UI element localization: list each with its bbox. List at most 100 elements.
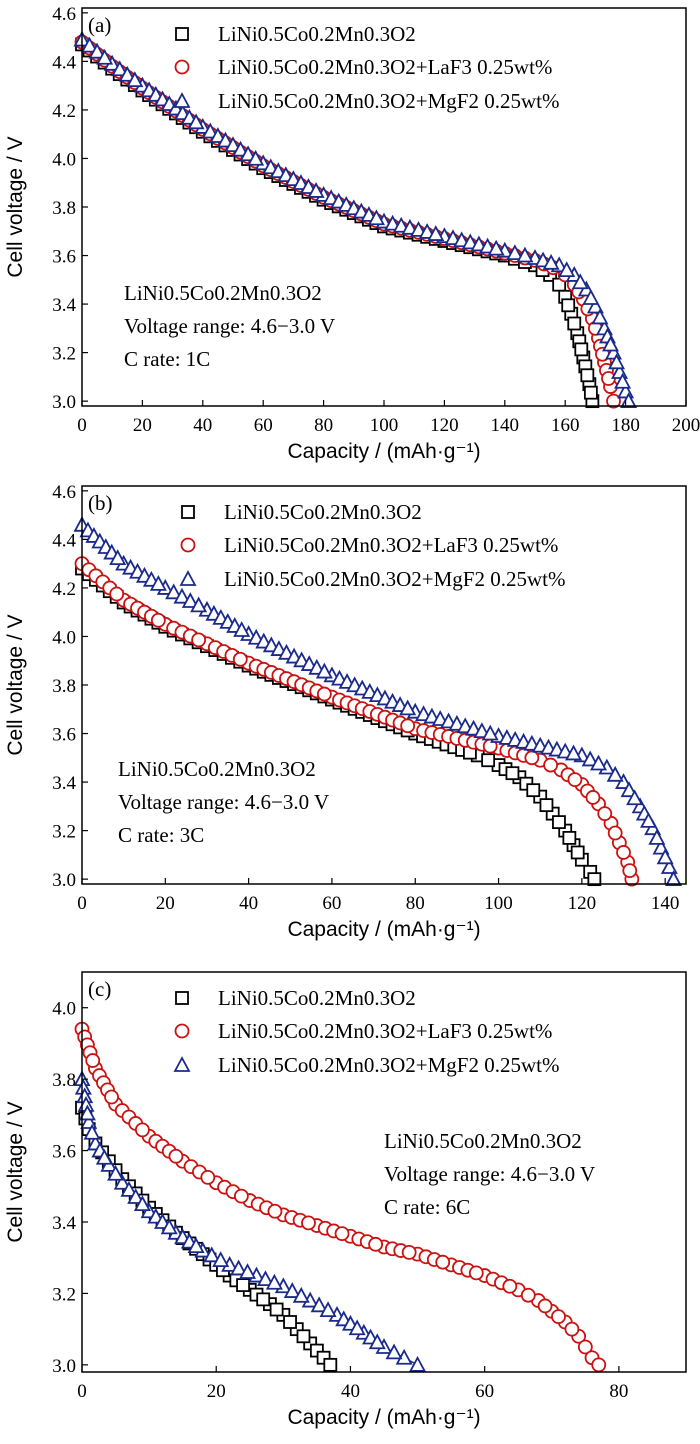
x-tick-label: 200 (672, 415, 700, 436)
y-tick-label: 3.2 (52, 822, 76, 843)
panel-a-legend-entry-laf3: LiNi0.5Co0.2Mn0.3O2+LaF3 0.25wt% (218, 55, 552, 79)
data-point-circle-marker (591, 1357, 607, 1373)
x-tick-label: 180 (611, 415, 640, 436)
x-tick-label: 60 (475, 1381, 494, 1402)
data-point-triangle-marker (107, 1164, 125, 1181)
data-point-triangle-marker (601, 335, 620, 352)
data-point-triangle-marker (187, 1237, 205, 1254)
data-point-circle-marker (577, 1339, 593, 1355)
panel-c-y-axis-label: Cell voltage / V (4, 1101, 27, 1242)
y-tick-label: 3.4 (52, 773, 76, 794)
data-point-circle-marker (400, 718, 416, 734)
data-point-square-marker (323, 1357, 338, 1372)
panel-a-ticks: 0 20 40 60 80 100 120 140 160 180 200 3.0 3.2 3.4 3.6 3… (52, 4, 700, 436)
panel-c-ticks: 0 20 40 60 80 3.0 3.2 3.4 3.6 3.8 4.0 (52, 999, 628, 1402)
data-point-triangle-marker (165, 583, 183, 600)
data-point-triangle-marker (232, 140, 250, 157)
panel-b-legend-entry-mgf2: LiNi0.5Co0.2Mn0.3O2+MgF2 0.25wt% (224, 567, 565, 591)
data-point-circle-marker (551, 1309, 566, 1325)
data-point-triangle-marker (664, 870, 683, 887)
y-tick-label: 4.0 (52, 627, 76, 648)
panel-c-marks (73, 1021, 607, 1373)
data-point-triangle-marker (606, 765, 624, 782)
data-point-triangle-marker (591, 308, 609, 325)
data-point-square-marker (526, 783, 541, 798)
data-point-square-marker (561, 298, 576, 313)
panel-b-annotation-voltage-range: Voltage range: 4.6−3.0 V (118, 790, 329, 814)
x-tick-label: 80 (406, 893, 425, 914)
data-point-circle-marker (606, 393, 621, 409)
data-point-circle-marker (316, 686, 332, 702)
data-point-triangle-marker (160, 1218, 178, 1235)
legend-triangle-marker (173, 92, 191, 108)
data-point-circle-marker (134, 1122, 150, 1138)
data-point-circle-marker (607, 825, 623, 841)
panel-c-legend-markers (173, 991, 191, 1072)
panel-a-x-axis-label: Capacity / (mAh·g⁻¹) (287, 440, 480, 463)
data-point-triangle-marker (367, 209, 385, 226)
panel-b-y-axis-label: Cell voltage / V (4, 614, 27, 755)
panel-c-annotation-material: LiNi0.5Co0.2Mn0.3O2 (384, 1129, 582, 1153)
data-point-triangle-marker (78, 1104, 96, 1121)
data-point-triangle-marker (239, 145, 257, 162)
x-tick-label: 120 (568, 893, 597, 914)
panel-a-legend-markers (173, 27, 191, 108)
panel-b-legend-markers (179, 505, 197, 586)
panel-a-legend-entry-mgf2: LiNi0.5Co0.2Mn0.3O2+MgF2 0.25wt% (218, 89, 559, 113)
y-tick-label: 4.6 (52, 482, 76, 503)
panel-c-legend-entry-pristine: LiNi0.5Co0.2Mn0.3O2 (218, 986, 416, 1010)
data-point-triangle-marker (315, 662, 333, 679)
x-tick-label: 20 (156, 893, 175, 914)
data-point-circle-marker (520, 1287, 536, 1303)
data-point-triangle-marker (118, 65, 136, 82)
x-tick-label: 40 (341, 1381, 360, 1402)
panel-a-marks (73, 30, 638, 409)
data-point-triangle-marker (126, 71, 144, 88)
panel-c-x-axis-label: Capacity / (mAh·g⁻¹) (287, 1406, 480, 1429)
data-point-triangle-marker (481, 724, 499, 741)
data-point-circle-marker (622, 863, 638, 879)
panel-a-annotation-material: LiNi0.5Co0.2Mn0.3O2 (124, 281, 322, 305)
data-point-triangle-marker (203, 1246, 221, 1263)
data-point-triangle-marker (660, 858, 678, 874)
data-point-triangle-marker (307, 182, 325, 198)
data-point-square-marker (269, 1302, 284, 1317)
data-point-triangle-marker (224, 136, 242, 153)
data-point-square-marker (562, 830, 577, 845)
y-tick-label: 4.2 (52, 579, 76, 600)
y-tick-label: 4.6 (52, 4, 76, 25)
panel-c-legend: LiNi0.5Co0.2Mn0.3O2 LiNi0.5Co0.2Mn0.3O2+… (173, 986, 559, 1077)
data-point-triangle-marker (565, 744, 583, 761)
data-point-triangle-marker (427, 225, 445, 241)
y-tick-label: 3.4 (52, 295, 76, 316)
data-point-triangle-marker (506, 244, 524, 261)
data-point-triangle-marker (409, 1355, 427, 1372)
panel-c: 0 20 40 60 80 3.0 3.2 3.4 3.6 3.8 4.0 (c) Capacity… (4, 971, 687, 1429)
panel-a-annotation-c-rate: C rate: 1C (124, 347, 210, 371)
data-point-triangle-marker (648, 828, 666, 845)
y-tick-label: 4.4 (52, 52, 76, 73)
y-tick-label: 3.8 (52, 198, 76, 219)
data-point-circle-marker (301, 1215, 316, 1231)
y-tick-label: 3.6 (52, 725, 76, 746)
panel-b-annotation-material: LiNi0.5Co0.2Mn0.3O2 (118, 757, 316, 781)
data-point-triangle-marker (96, 48, 114, 65)
data-point-triangle-marker (385, 1343, 403, 1360)
legend-triangle-marker (173, 1056, 191, 1072)
x-tick-label: 100 (370, 415, 399, 436)
data-point-square-marker (580, 368, 595, 383)
x-tick-label: 140 (651, 893, 680, 914)
data-point-triangle-marker (83, 1123, 101, 1140)
data-point-triangle-marker (586, 297, 604, 314)
data-point-triangle-marker (212, 1251, 230, 1267)
data-point-square-marker (552, 815, 566, 830)
legend-square-marker (181, 505, 195, 519)
data-point-triangle-marker (216, 131, 234, 148)
data-point-square-marker (283, 1315, 297, 1329)
panel-b-x-axis-label: Capacity / (mAh·g⁻¹) (287, 918, 480, 941)
panel-c-plot-frame (81, 971, 687, 1373)
data-point-square-marker (583, 385, 598, 400)
data-point-circle-marker (267, 1203, 283, 1219)
data-point-triangle-marker (614, 372, 632, 389)
data-point-circle-marker (150, 612, 166, 628)
